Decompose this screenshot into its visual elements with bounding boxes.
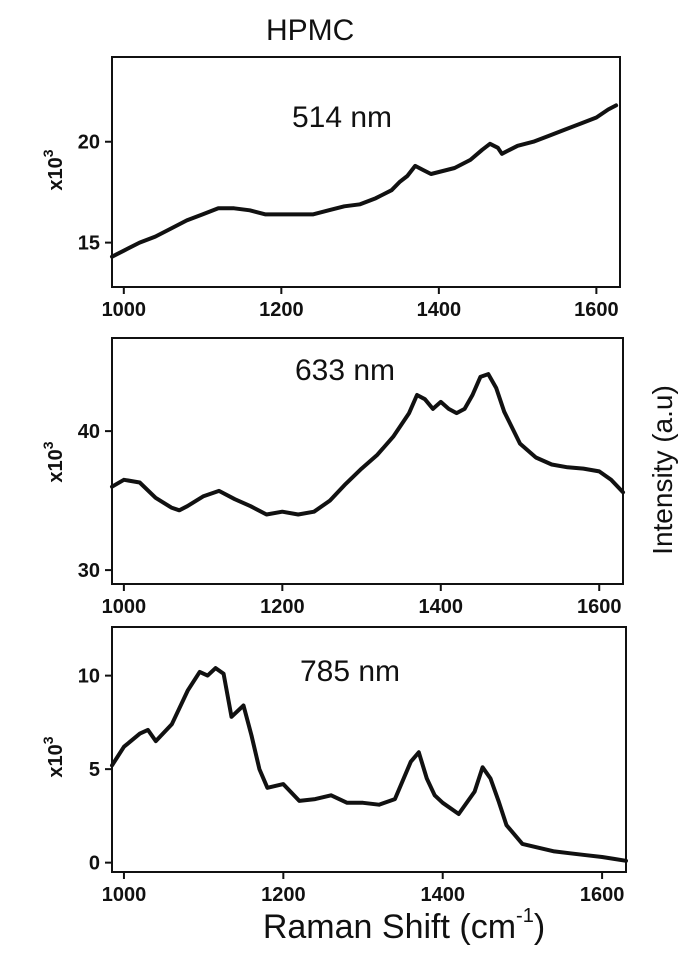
y-tick-label: 40: [78, 421, 100, 443]
panel-wavelength-label: 514 nm: [292, 101, 392, 134]
y-tick-label: 10: [78, 666, 100, 688]
x-axis-label-sup: -1: [516, 905, 534, 927]
y-tick-label: 20: [78, 132, 100, 154]
chart-panel-3: 1000 1200 1400 1600 0 5 10 x103 785 nm: [40, 626, 628, 906]
y-multiplier-label: x103: [40, 736, 67, 777]
y-multiplier-base: x10: [45, 449, 67, 482]
y-tick-label: 30: [78, 560, 100, 582]
x-tick-label: 1000: [102, 884, 147, 906]
spectrum-line: [110, 103, 619, 259]
shared-x-axis-label: Raman Shift (cm-1): [263, 905, 545, 946]
x-tick-label: 1400: [417, 299, 462, 321]
x-tick-label: 1600: [574, 299, 619, 321]
x-tick-label: 1000: [102, 299, 147, 321]
y-tick-label: 5: [89, 759, 100, 781]
y-multiplier-label: x103: [40, 149, 67, 190]
x-tick-label: 1200: [261, 884, 306, 906]
figure-title: HPMC: [266, 14, 355, 47]
y-multiplier-label: x103: [40, 441, 67, 482]
y-multiplier-base: x10: [45, 744, 67, 777]
plot-frame: [111, 337, 624, 585]
shared-y-axis-label: Intensity (a.u): [647, 385, 678, 555]
x-tick-label: 1600: [580, 884, 625, 906]
x-axis-label-end: ): [534, 908, 545, 946]
plot-frame: [111, 56, 621, 288]
x-axis-label-base: Raman Shift (cm: [263, 908, 516, 946]
x-tick-label: 1000: [102, 596, 147, 618]
chart-panel-2: 1000 1200 1400 1600 30 40 x103 633 nm: [40, 337, 625, 618]
plot-frame: [111, 626, 627, 873]
y-multiplier-exponent: 3: [40, 736, 56, 744]
y-tick-label: 15: [78, 233, 100, 255]
y-tick-label: 0: [89, 853, 100, 875]
chart-panel-1: 1000 1200 1400 1600 15 20 x103 514 nm: [40, 56, 621, 321]
x-tick-label: 1400: [419, 596, 464, 618]
y-multiplier-exponent: 3: [40, 149, 56, 157]
y-multiplier-exponent: 3: [40, 441, 56, 449]
spectrum-line: [110, 372, 625, 517]
y-multiplier-base: x10: [45, 157, 67, 190]
x-tick-label: 1200: [259, 299, 304, 321]
panel-wavelength-label: 633 nm: [295, 354, 395, 387]
x-tick-label: 1600: [577, 596, 622, 618]
x-tick-label: 1200: [260, 596, 305, 618]
spectrum-line: [110, 666, 628, 863]
x-tick-label: 1400: [420, 884, 465, 906]
panel-wavelength-label: 785 nm: [300, 655, 400, 688]
